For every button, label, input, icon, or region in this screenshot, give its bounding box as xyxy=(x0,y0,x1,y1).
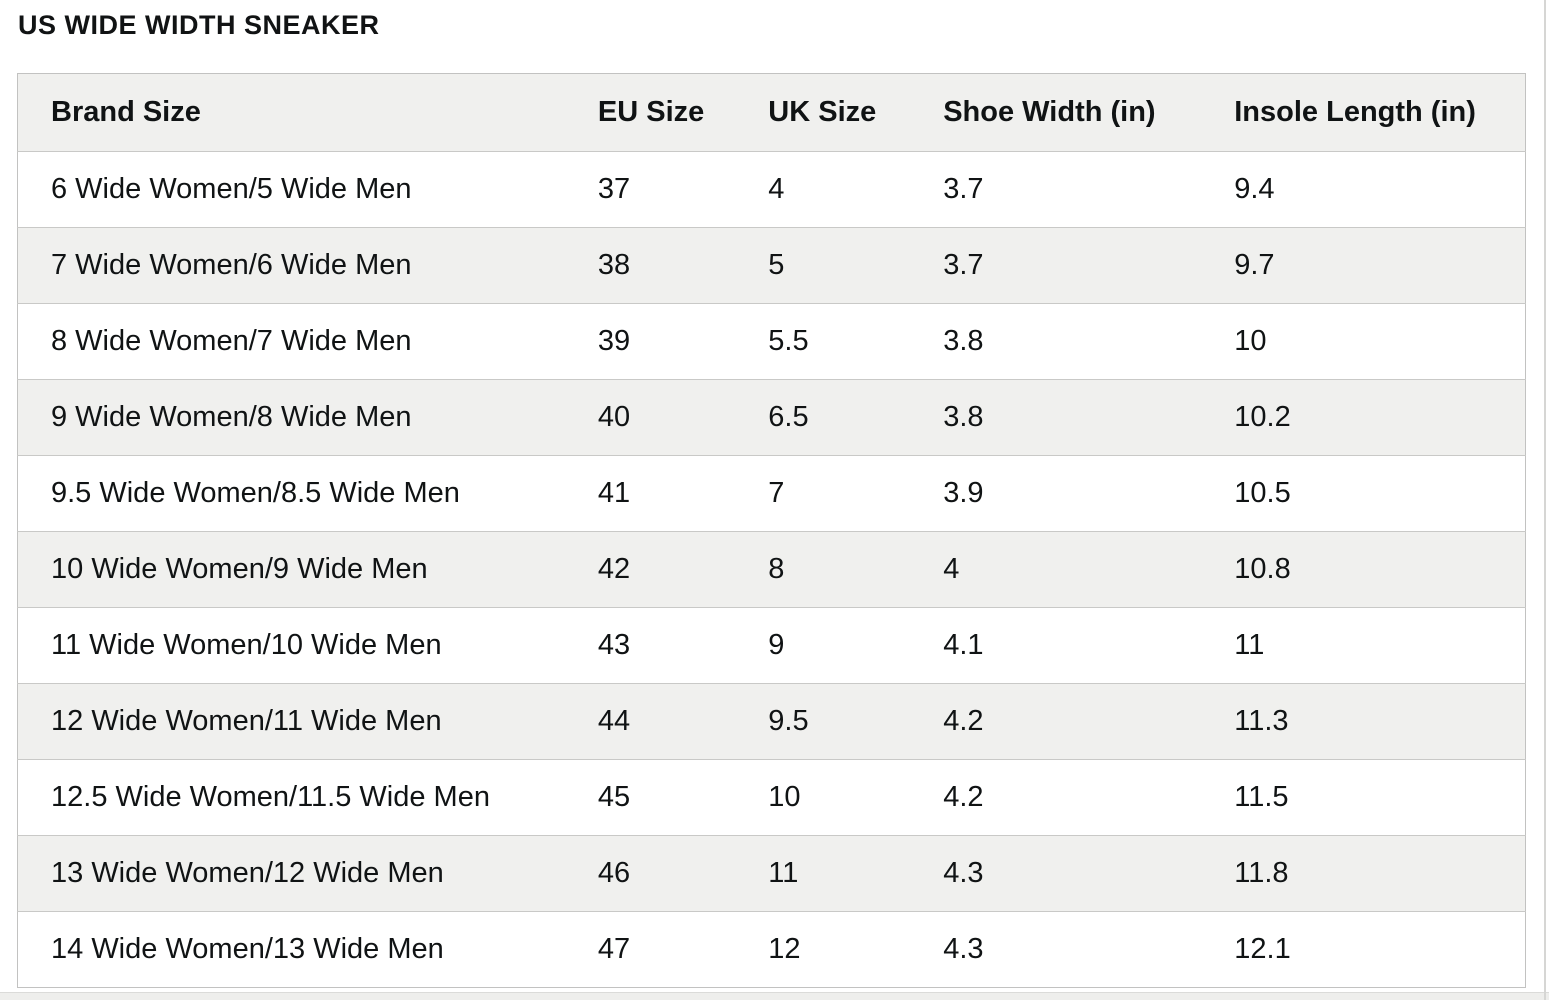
table-cell: 3.7 xyxy=(910,151,1202,228)
table-cell: 9.4 xyxy=(1201,151,1526,228)
table-cell: 41 xyxy=(564,455,736,532)
column-header: Shoe Width (in) xyxy=(910,73,1202,152)
table-cell: 44 xyxy=(564,683,736,760)
table-cell: 4.3 xyxy=(910,835,1202,912)
table-cell: 4.1 xyxy=(910,607,1202,684)
table-cell: 11 xyxy=(735,835,911,912)
table-cell: 39 xyxy=(564,303,736,380)
table-cell: 14 Wide Women/13 Wide Men xyxy=(17,911,565,988)
table-cell: 11.3 xyxy=(1201,683,1526,760)
table-cell: 38 xyxy=(564,227,736,304)
table-cell: 42 xyxy=(564,531,736,608)
right-edge-divider xyxy=(1544,0,1546,1000)
table-cell: 12.5 Wide Women/11.5 Wide Men xyxy=(17,759,565,836)
bottom-divider xyxy=(0,992,1549,1000)
table-cell: 4 xyxy=(735,151,911,228)
table-cell: 46 xyxy=(564,835,736,912)
table-cell: 3.7 xyxy=(910,227,1202,304)
table-cell: 5.5 xyxy=(735,303,911,380)
page-title: US WIDE WIDTH SNEAKER xyxy=(18,10,380,40)
table-row: 11 Wide Women/10 Wide Men 43 9 4.1 11 xyxy=(17,607,1526,684)
table-row: 9 Wide Women/8 Wide Men 40 6.5 3.8 10.2 xyxy=(17,379,1526,456)
table-cell: 9.5 xyxy=(735,683,911,760)
table-cell: 3.8 xyxy=(910,379,1202,456)
table-cell: 8 Wide Women/7 Wide Men xyxy=(17,303,565,380)
column-header: EU Size xyxy=(564,73,736,152)
table-cell: 4.2 xyxy=(910,683,1202,760)
table-cell: 12.1 xyxy=(1201,911,1526,988)
table-cell: 45 xyxy=(564,759,736,836)
size-table: Brand Size EU Size UK Size Shoe Width (in) I… xyxy=(17,73,1526,988)
table-cell: 4.3 xyxy=(910,911,1202,988)
table-row: 10 Wide Women/9 Wide Men 42 8 4 10.8 xyxy=(17,531,1526,608)
table-cell: 10 Wide Women/9 Wide Men xyxy=(17,531,565,608)
column-header: Brand Size xyxy=(17,73,565,152)
table-row: 6 Wide Women/5 Wide Men 37 4 3.7 9.4 xyxy=(17,151,1526,228)
table-cell: 8 xyxy=(735,531,911,608)
table-row: 8 Wide Women/7 Wide Men 39 5.5 3.8 10 xyxy=(17,303,1526,380)
table-cell: 9 Wide Women/8 Wide Men xyxy=(17,379,565,456)
table-cell: 6.5 xyxy=(735,379,911,456)
table-cell: 43 xyxy=(564,607,736,684)
table-cell: 7 Wide Women/6 Wide Men xyxy=(17,227,565,304)
table-cell: 12 xyxy=(735,911,911,988)
table-cell: 11.8 xyxy=(1201,835,1526,912)
table-cell: 10 xyxy=(1201,303,1526,380)
table-cell: 40 xyxy=(564,379,736,456)
table-cell: 6 Wide Women/5 Wide Men xyxy=(17,151,565,228)
table-cell: 12 Wide Women/11 Wide Men xyxy=(17,683,565,760)
table-row: 13 Wide Women/12 Wide Men 46 11 4.3 11.8 xyxy=(17,835,1526,912)
table-header-row: Brand Size EU Size UK Size Shoe Width (in) I… xyxy=(17,73,1526,152)
table-cell: 11.5 xyxy=(1201,759,1526,836)
table-cell: 10.8 xyxy=(1201,531,1526,608)
table-cell: 3.8 xyxy=(910,303,1202,380)
table-cell: 11 xyxy=(1201,607,1526,684)
table-cell: 5 xyxy=(735,227,911,304)
table-row: 12.5 Wide Women/11.5 Wide Men 45 10 4.2 11.5 xyxy=(17,759,1526,836)
column-header: UK Size xyxy=(735,73,911,152)
table-cell: 4.2 xyxy=(910,759,1202,836)
table-cell: 9 xyxy=(735,607,911,684)
table-cell: 47 xyxy=(564,911,736,988)
table-row: 12 Wide Women/11 Wide Men 44 9.5 4.2 11.3 xyxy=(17,683,1526,760)
table-cell: 37 xyxy=(564,151,736,228)
table-cell: 7 xyxy=(735,455,911,532)
table-cell: 11 Wide Women/10 Wide Men xyxy=(17,607,565,684)
table-cell: 13 Wide Women/12 Wide Men xyxy=(17,835,565,912)
column-header: Insole Length (in) xyxy=(1201,73,1526,152)
table-cell: 4 xyxy=(910,531,1202,608)
table-cell: 10.2 xyxy=(1201,379,1526,456)
table-cell: 10.5 xyxy=(1201,455,1526,532)
table-body: 6 Wide Women/5 Wide Men 37 4 3.7 9.4 7 Wide W… xyxy=(17,151,1526,988)
table-row: 9.5 Wide Women/8.5 Wide Men 41 7 3.9 10.5 xyxy=(17,455,1526,532)
table-row: 14 Wide Women/13 Wide Men 47 12 4.3 12.1 xyxy=(17,911,1526,988)
table-cell: 10 xyxy=(735,759,911,836)
table-cell: 3.9 xyxy=(910,455,1202,532)
table-row: 7 Wide Women/6 Wide Men 38 5 3.7 9.7 xyxy=(17,227,1526,304)
table-cell: 9.7 xyxy=(1201,227,1526,304)
table-cell: 9.5 Wide Women/8.5 Wide Men xyxy=(17,455,565,532)
